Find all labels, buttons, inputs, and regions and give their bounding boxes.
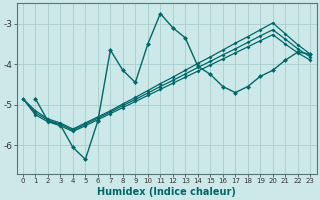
X-axis label: Humidex (Indice chaleur): Humidex (Indice chaleur) [97,187,236,197]
